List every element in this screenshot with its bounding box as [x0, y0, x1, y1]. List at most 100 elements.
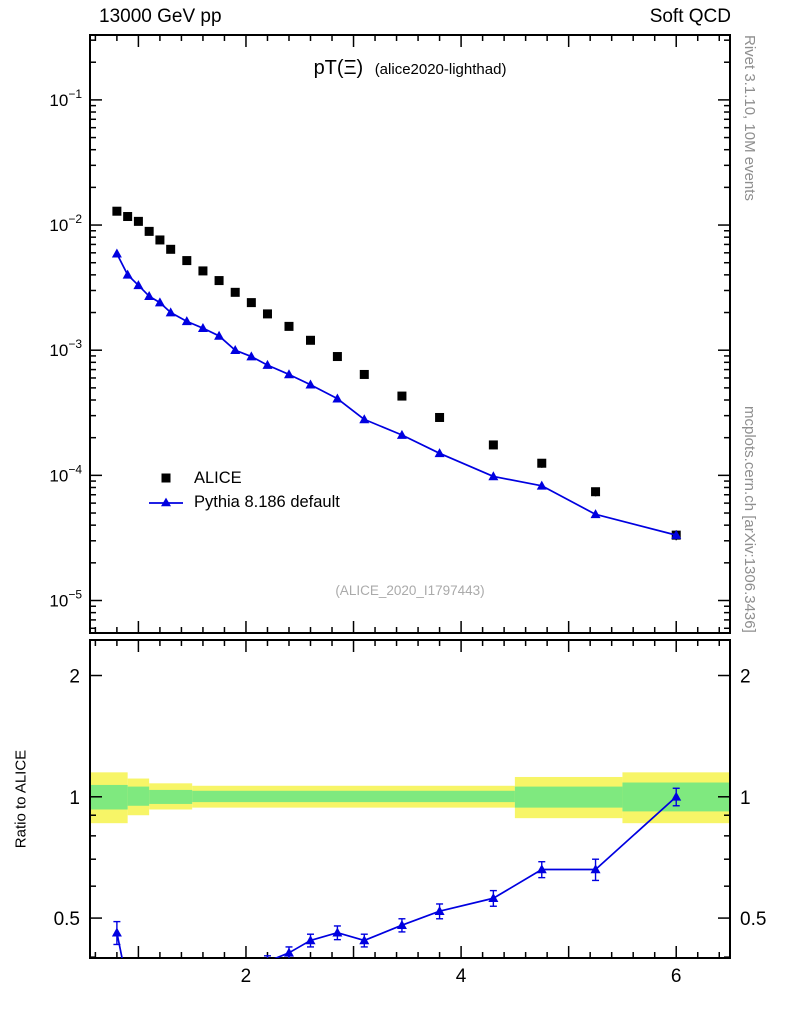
ratio-data-point — [488, 893, 499, 903]
pythia-data-point — [154, 297, 165, 307]
pythia-data-point — [165, 307, 176, 317]
alice-data-point — [182, 256, 192, 266]
alice-data-point — [359, 369, 369, 379]
alice-data-point — [306, 335, 316, 345]
pythia-data-point — [133, 280, 144, 290]
ratio-data-point — [671, 791, 682, 801]
alice-data-point — [133, 216, 143, 226]
alice-data-point — [332, 352, 342, 362]
pythia-data-point — [671, 529, 682, 539]
pythia-data-point — [283, 369, 294, 379]
log-axis-tick-label: 10−5 — [49, 588, 82, 611]
pythia-data-point — [305, 379, 316, 389]
axis-tick-label: 6 — [671, 966, 682, 987]
ratio-data-point — [266, 956, 269, 958]
axis-tick-label: 1 — [69, 788, 80, 809]
pythia-data-point — [396, 429, 407, 439]
observable-title: pT(Ξ) — [313, 57, 364, 79]
legend-item-pythia: Pythia 8.186 default — [147, 490, 340, 514]
alice-data-point — [537, 458, 547, 468]
axis-tick-label: 2 — [740, 667, 751, 688]
pythia-data-series — [111, 248, 682, 540]
pythia-data-point — [111, 248, 122, 258]
alice-data-point — [435, 412, 445, 422]
log-axis-tick-label: 10−1 — [49, 87, 82, 110]
ratio-data-point — [359, 935, 370, 945]
legend-item-alice: ALICE — [147, 466, 340, 490]
process-group-label: Soft QCD — [649, 6, 731, 27]
alice-data-point — [214, 276, 224, 286]
ratio-data-point — [166, 991, 176, 1000]
log-axis-tick-label: 10−2 — [49, 212, 82, 235]
alice-data-point — [155, 235, 165, 245]
panel-frames — [89, 34, 731, 959]
log-axis-tick-label: 10−4 — [49, 462, 82, 485]
pythia-data-point — [197, 322, 208, 332]
ratio-data-point — [111, 927, 122, 937]
legend-label-pythia: Pythia 8.186 default — [194, 492, 340, 511]
alice-data-point — [488, 440, 498, 450]
alice-data-series — [112, 206, 681, 541]
pythia-data-point — [246, 351, 257, 361]
analysis-variant-label: (alice2020-lighthad) — [374, 61, 507, 78]
ratio-data-point — [536, 864, 547, 874]
alice-square-marker-icon — [161, 473, 171, 483]
rivet-version-label: Rivet 3.1.10, 10M events — [741, 35, 758, 201]
ratio-data-point — [332, 927, 343, 937]
axis-tick-label: 2 — [69, 667, 80, 688]
alice-data-point — [166, 244, 176, 254]
ratio-axis-label: Ratio to ALICE — [12, 749, 30, 849]
green-band-segment — [514, 786, 623, 808]
alice-data-point — [284, 321, 294, 331]
ratio-data-point — [590, 864, 601, 874]
ratio-data-point — [155, 997, 165, 1006]
pythia-data-point — [488, 471, 499, 481]
ratio-panel-frame — [89, 639, 731, 959]
pythia-data-point — [144, 291, 155, 301]
pythia-data-point — [230, 344, 241, 354]
alice-data-point — [262, 309, 272, 319]
alice-data-point — [112, 206, 122, 216]
green-band-segment — [127, 786, 150, 806]
plot-title: pT(Ξ) (alice2020-lighthad) — [90, 57, 730, 80]
main-panel-frame — [89, 34, 731, 634]
legend: ALICE Pythia 8.186 default — [147, 466, 340, 514]
alice-data-point — [591, 487, 601, 497]
analysis-id-watermark: (ALICE_2020_I1797443) — [335, 583, 485, 598]
ratio-data-point — [283, 947, 294, 957]
pythia-data-point — [122, 269, 133, 279]
uncertainty-bands — [90, 772, 730, 824]
pythia-data-point — [359, 414, 370, 424]
ratio-data-point — [198, 980, 208, 989]
ratio-data-point — [230, 970, 240, 979]
pythia-data-point — [214, 330, 225, 340]
alice-data-point — [198, 266, 208, 276]
alice-data-point — [246, 298, 256, 308]
alice-data-point — [230, 287, 240, 297]
axis-tick-label: 1 — [740, 788, 751, 809]
ratio-data-point — [305, 935, 316, 945]
alice-data-point — [397, 391, 407, 401]
alice-data-point — [144, 226, 154, 236]
ratio-data-point — [133, 997, 143, 1006]
ratio-data-point — [434, 906, 445, 916]
axis-tick-label: 2 — [241, 966, 252, 987]
ratio-data-point — [182, 986, 192, 995]
axis-tick-label: 0.5 — [54, 909, 80, 930]
axis-tick-labels: 10−1 10−2 10−3 10−4 10−5 0.5 0.5 1 1 2 2 2 4 6 — [49, 87, 766, 987]
axis-tick-label: 4 — [456, 966, 467, 987]
ratio-data-point — [123, 980, 133, 989]
ratio-data-point — [144, 1002, 154, 1011]
alice-data-point — [123, 212, 133, 222]
pythia-data-point — [590, 509, 601, 519]
axis-tick-label: 0.5 — [740, 909, 766, 930]
pythia-data-point — [536, 480, 547, 490]
green-band-segment — [192, 790, 515, 803]
pythia-data-point — [434, 448, 445, 458]
pythia-data-point — [262, 359, 273, 369]
pythia-data-point — [181, 316, 192, 326]
mcplots-reference-label: mcplots.cern.ch [arXiv:1306.3436] — [741, 406, 758, 633]
green-band-segment — [149, 789, 193, 804]
